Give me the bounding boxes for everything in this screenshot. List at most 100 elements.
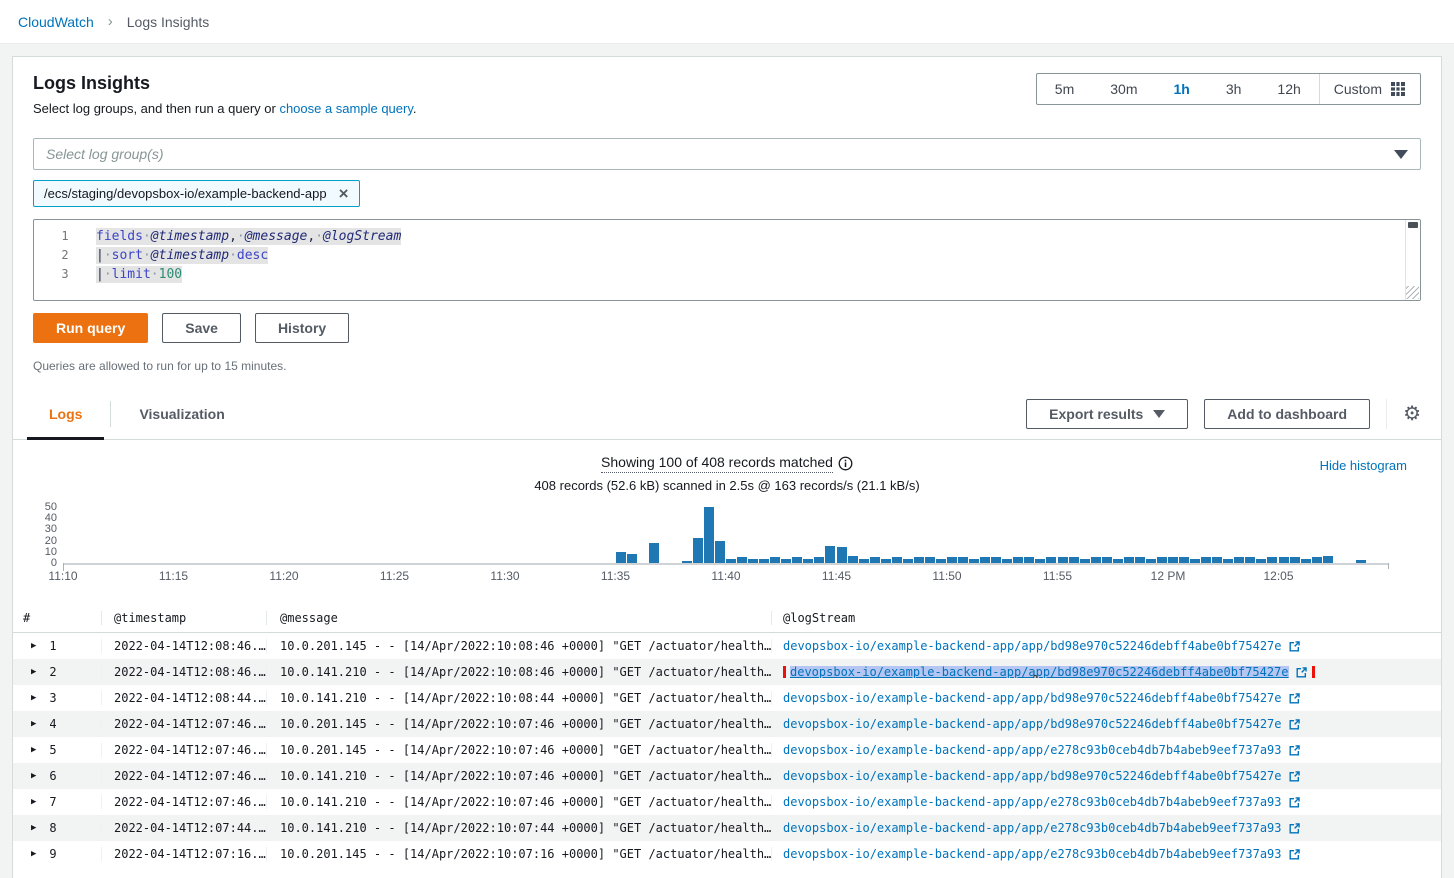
breadcrumb: CloudWatch › Logs Insights <box>0 0 1454 44</box>
histogram-bar[interactable] <box>825 546 835 563</box>
annotated-target-logstream-link: devopsbox-io/example-backend-app/app/bd9… <box>783 666 1315 678</box>
logstream-link[interactable]: devopsbox-io/example-backend-app/app/e27… <box>783 821 1282 835</box>
histogram-bar[interactable] <box>616 552 626 563</box>
histogram-bar[interactable] <box>704 507 714 563</box>
histogram-x-axis-line <box>63 563 1389 565</box>
external-link-icon[interactable] <box>1295 666 1308 678</box>
time-range-option-5m[interactable]: 5m <box>1037 74 1092 104</box>
external-link-icon[interactable] <box>1288 796 1301 809</box>
x-axis-tick: 11:30 <box>490 569 519 583</box>
histogram-x-axis-labels: 11:1011:1511:2011:2511:3011:3511:4011:45… <box>63 569 1389 589</box>
x-axis-tick: 11:45 <box>822 569 851 583</box>
logstream-link[interactable]: devopsbox-io/example-backend-app/app/e27… <box>783 743 1282 757</box>
external-link-icon[interactable] <box>1288 822 1301 835</box>
export-results-button[interactable]: Export results <box>1026 399 1188 429</box>
histogram-bar[interactable] <box>693 538 703 563</box>
table-row: ▶ 2 2022-04-14T12:08:46.… 10.0.141.210 -… <box>13 659 1441 685</box>
external-link-icon[interactable] <box>1288 692 1301 705</box>
col-header-timestamp: @timestamp <box>101 611 266 625</box>
history-button[interactable]: History <box>255 313 349 343</box>
subtitle-text: Select log groups, and then run a query … <box>33 101 279 116</box>
histogram-plot-area[interactable]: 01020304050 <box>63 507 1389 563</box>
x-axis-tick: 11:15 <box>159 569 188 583</box>
external-link-icon[interactable] <box>1288 770 1301 783</box>
query-line-2[interactable]: |·sort·@timestamp·desc <box>96 246 1420 265</box>
cell-message: 10.0.141.210 - - [14/Apr/2022:10:08:44 +… <box>266 691 771 705</box>
logstream-link[interactable]: devopsbox-io/example-backend-app/app/bd9… <box>783 769 1282 783</box>
expand-row-icon[interactable]: ▶ <box>31 797 36 807</box>
log-group-select[interactable]: Select log group(s) <box>33 138 1421 170</box>
gear-icon[interactable]: ⚙ <box>1403 404 1421 424</box>
remove-log-group-icon[interactable]: × <box>339 187 349 200</box>
info-icon[interactable] <box>838 456 853 471</box>
histogram-bar[interactable] <box>627 554 637 563</box>
editor-code[interactable]: fields·@timestamp,·@message,·@logStream|… <box>96 220 1420 300</box>
expand-row-icon[interactable]: ▶ <box>31 823 36 833</box>
editor-resize-handle[interactable] <box>1406 286 1419 299</box>
table-row: ▶ 8 2022-04-14T12:07:44.… 10.0.141.210 -… <box>13 815 1441 841</box>
x-axis-tick: 11:10 <box>48 569 77 583</box>
logstream-link[interactable]: devopsbox-io/example-backend-app/app/bd9… <box>783 691 1282 705</box>
subtitle-period: . <box>413 101 417 116</box>
run-query-button[interactable]: Run query <box>33 313 148 343</box>
expand-row-icon[interactable]: ▶ <box>31 693 36 703</box>
editor-scrollbar-thumb[interactable] <box>1408 222 1418 228</box>
x-axis-tick: 12:05 <box>1263 569 1293 583</box>
query-line-3[interactable]: |·limit·100 <box>96 265 1420 284</box>
histogram-bar[interactable] <box>649 543 659 563</box>
cell-message: 10.0.201.145 - - [14/Apr/2022:10:07:46 +… <box>266 743 771 757</box>
row-number: 8 <box>49 821 56 835</box>
table-row: ▶ 5 2022-04-14T12:07:46.… 10.0.201.145 -… <box>13 737 1441 763</box>
query-line-1[interactable]: fields·@timestamp,·@message,·@logStream <box>96 227 1420 246</box>
row-number: 9 <box>49 847 56 861</box>
export-results-label: Export results <box>1049 406 1143 422</box>
tab-visualization[interactable]: Visualization <box>117 389 246 439</box>
x-axis-tick: 11:35 <box>601 569 630 583</box>
sample-query-link[interactable]: choose a sample query <box>279 101 412 116</box>
time-range-option-30m[interactable]: 30m <box>1092 74 1155 104</box>
histogram-bar[interactable] <box>1323 556 1333 563</box>
external-link-icon[interactable] <box>1288 640 1301 653</box>
table-row: ▶ 6 2022-04-14T12:07:46.… 10.0.141.210 -… <box>13 763 1441 789</box>
histogram-bar[interactable] <box>715 541 725 563</box>
cell-message: 10.0.141.210 - - [14/Apr/2022:10:08:46 +… <box>266 665 771 679</box>
y-axis-tick: 20 <box>19 535 57 547</box>
time-range-option-12h[interactable]: 12h <box>1259 74 1318 104</box>
results-table-header: # @timestamp @message @logStream <box>13 603 1441 633</box>
time-range-option-3h[interactable]: 3h <box>1208 74 1260 104</box>
expand-row-icon[interactable]: ▶ <box>31 719 36 729</box>
expand-row-icon[interactable]: ▶ <box>31 667 36 677</box>
time-range-custom-button[interactable]: Custom <box>1319 74 1420 104</box>
logstream-link[interactable]: devopsbox-io/example-backend-app/app/bd9… <box>783 717 1282 731</box>
histogram-bar[interactable] <box>848 556 858 563</box>
expand-row-icon[interactable]: ▶ <box>31 771 36 781</box>
tab-divider <box>110 401 111 427</box>
histogram-bar[interactable] <box>837 547 847 563</box>
external-link-icon[interactable] <box>1288 744 1301 757</box>
query-editor[interactable]: 123 fields·@timestamp,·@message,·@logStr… <box>33 219 1421 301</box>
external-link-icon[interactable] <box>1288 848 1301 861</box>
page-subtitle: Select log groups, and then run a query … <box>33 101 417 116</box>
cell-message: 10.0.141.210 - - [14/Apr/2022:10:07:46 +… <box>266 795 771 809</box>
expand-row-icon[interactable]: ▶ <box>31 641 36 651</box>
add-to-dashboard-button[interactable]: Add to dashboard <box>1204 399 1370 429</box>
external-link-icon[interactable] <box>1288 718 1301 731</box>
table-row: ▶ 7 2022-04-14T12:07:46.… 10.0.141.210 -… <box>13 789 1441 815</box>
records-histogram: 01020304050 11:1011:1511:2011:2511:3011:… <box>63 507 1389 589</box>
logstream-link[interactable]: devopsbox-io/example-backend-app/app/bd9… <box>783 639 1282 653</box>
logstream-link[interactable]: devopsbox-io/example-backend-app/app/e27… <box>783 847 1282 861</box>
cell-logstream: devopsbox-io/example-backend-app/app/e27… <box>771 821 1441 835</box>
logstream-link[interactable]: devopsbox-io/example-backend-app/app/e27… <box>783 795 1282 809</box>
hide-histogram-link[interactable]: Hide histogram <box>1320 458 1407 473</box>
expand-row-icon[interactable]: ▶ <box>31 745 36 755</box>
expand-row-icon[interactable]: ▶ <box>31 849 36 859</box>
x-axis-tick: 11:55 <box>1043 569 1072 583</box>
tab-logs[interactable]: Logs <box>27 389 104 439</box>
time-range-option-1h[interactable]: 1h <box>1155 74 1207 104</box>
cell-timestamp: 2022-04-14T12:08:46.… <box>101 639 266 653</box>
save-button[interactable]: Save <box>162 313 241 343</box>
y-axis-tick: 50 <box>19 501 57 513</box>
custom-label: Custom <box>1334 81 1382 97</box>
row-number: 3 <box>49 691 56 705</box>
breadcrumb-cloudwatch-link[interactable]: CloudWatch <box>18 14 94 30</box>
